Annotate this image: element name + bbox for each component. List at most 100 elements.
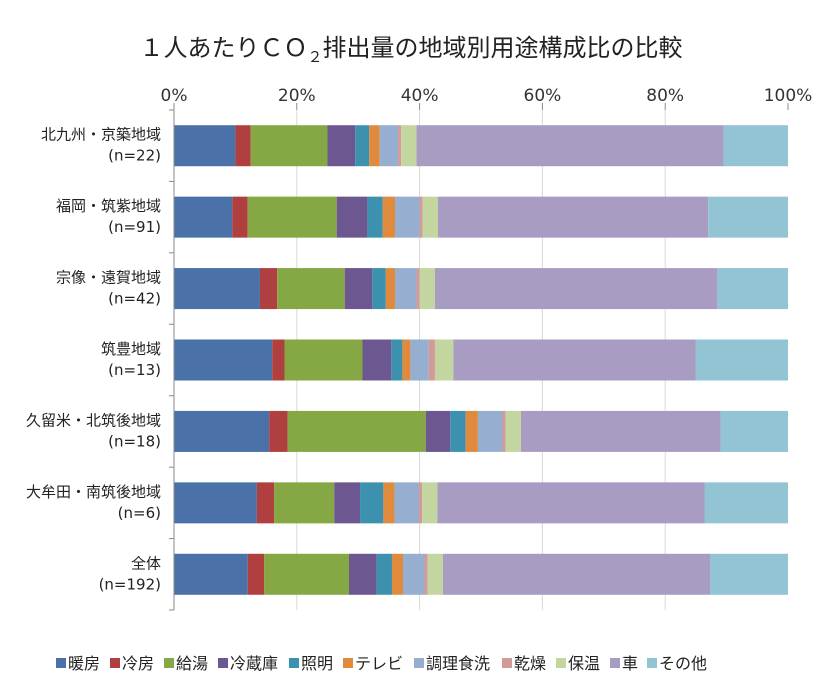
legend-label: その他 (659, 654, 707, 673)
bar-segment (520, 410, 721, 452)
category-label: 大牟田・南筑後地域 (26, 483, 161, 501)
bar-segment (277, 268, 345, 310)
category-label: 久留米・北筑後地域 (26, 411, 161, 429)
bar-segment (367, 196, 383, 238)
legend-swatch (218, 658, 228, 668)
legend-label: 乾燥 (514, 654, 546, 673)
bar-segment (394, 482, 419, 524)
bar-segment (434, 339, 454, 381)
category-label: 宗像・遠賀地域 (56, 269, 161, 287)
chart-title: １人あたりＣＯ２排出量の地域別用途構成比の比較 (139, 34, 682, 66)
bar-segment (437, 482, 705, 524)
bar-segment (391, 553, 404, 595)
bar-segment (360, 482, 384, 524)
x-tick-label: 40% (401, 86, 439, 106)
bar-segment (442, 553, 711, 595)
legend-label: 保温 (568, 654, 600, 673)
bar-segment (232, 196, 248, 238)
legend-swatch (110, 658, 120, 668)
bar-segment (427, 553, 443, 595)
x-tick-label: 20% (278, 86, 316, 106)
bar-segment (369, 125, 380, 167)
legend-label: 暖房 (68, 654, 100, 673)
bar-segment (174, 125, 236, 167)
bar-segment (398, 125, 402, 167)
bar-segment (704, 482, 788, 524)
legend-swatch (556, 658, 566, 668)
bar-segment (395, 268, 417, 310)
bar-segment (272, 339, 285, 381)
bar-segment (327, 125, 356, 167)
bar-segment (720, 410, 788, 452)
bar-segment (453, 339, 696, 381)
bar-segment (477, 410, 503, 452)
bar-segment (362, 339, 392, 381)
legend-label: 冷房 (122, 654, 154, 673)
bar-segment (395, 196, 420, 238)
bar-segment (235, 125, 251, 167)
legend-swatch (289, 658, 299, 668)
bar-segment (336, 196, 368, 238)
bar-segment (723, 125, 788, 167)
bar-segment (502, 410, 506, 452)
category-count-label: (n=13) (108, 361, 161, 379)
bar-segment (379, 125, 399, 167)
bar-segment (355, 125, 370, 167)
bar-segment (708, 196, 788, 238)
bar-segment (269, 410, 288, 452)
bar-segment (256, 482, 275, 524)
legend-label: 調理食洗 (426, 654, 490, 673)
legend-swatch (56, 658, 66, 668)
bar-segment (383, 482, 395, 524)
legend-swatch (502, 658, 512, 668)
category-count-label: (n=22) (108, 147, 161, 165)
category-count-label: (n=6) (118, 504, 161, 522)
bar-segment (174, 339, 273, 381)
legend: 暖房 冷房 給湯 冷蔵庫 照明 テレビ 調理食洗 乾燥 保温 車 その他 (56, 654, 707, 673)
bar-segment (334, 482, 361, 524)
x-tick-label: 60% (524, 86, 562, 106)
category-count-label: (n=42) (108, 290, 161, 308)
chart-title-subscript: ２ (307, 48, 322, 66)
bar-segment (465, 410, 478, 452)
bar-segment (247, 553, 265, 595)
bar-segment (418, 482, 423, 524)
bar-segment (450, 410, 466, 452)
bar-segment (695, 339, 788, 381)
bar-segment (425, 410, 451, 452)
bar-segment (710, 553, 788, 595)
bar-segment (422, 482, 438, 524)
legend-swatch (414, 658, 424, 668)
bar-segment (403, 553, 425, 595)
legend-swatch (610, 658, 620, 668)
bar-segment (401, 125, 417, 167)
bar-segment (376, 553, 392, 595)
bar-segment (344, 268, 373, 310)
category-label: 福岡・筑紫地域 (56, 197, 161, 215)
legend-label: 車 (622, 654, 638, 673)
bar-segment (174, 268, 260, 310)
legend-label: 冷蔵庫 (230, 654, 278, 673)
bar-segment (424, 553, 428, 595)
bar-segment (505, 410, 521, 452)
bar-segment (348, 553, 377, 595)
category-count-label: (n=18) (108, 432, 161, 450)
bar-segment (416, 125, 724, 167)
bar-segment (174, 196, 233, 238)
legend-label: 給湯 (176, 654, 208, 673)
bar-segment (410, 339, 429, 381)
bar-segment (428, 339, 435, 381)
category-label: 北九州・京築地域 (41, 126, 161, 144)
x-tick-label: 100% (764, 86, 813, 106)
bar-segment (402, 339, 411, 381)
legend-label: 照明 (301, 654, 333, 673)
bar-segment (438, 196, 709, 238)
legend-label: テレビ (355, 654, 403, 673)
bar-segment (419, 268, 435, 310)
bar-segment (259, 268, 278, 310)
category-count-label: (n=192) (99, 575, 161, 593)
bar-segment (717, 268, 788, 310)
legend-swatch (647, 658, 657, 668)
legend-swatch (343, 658, 353, 668)
